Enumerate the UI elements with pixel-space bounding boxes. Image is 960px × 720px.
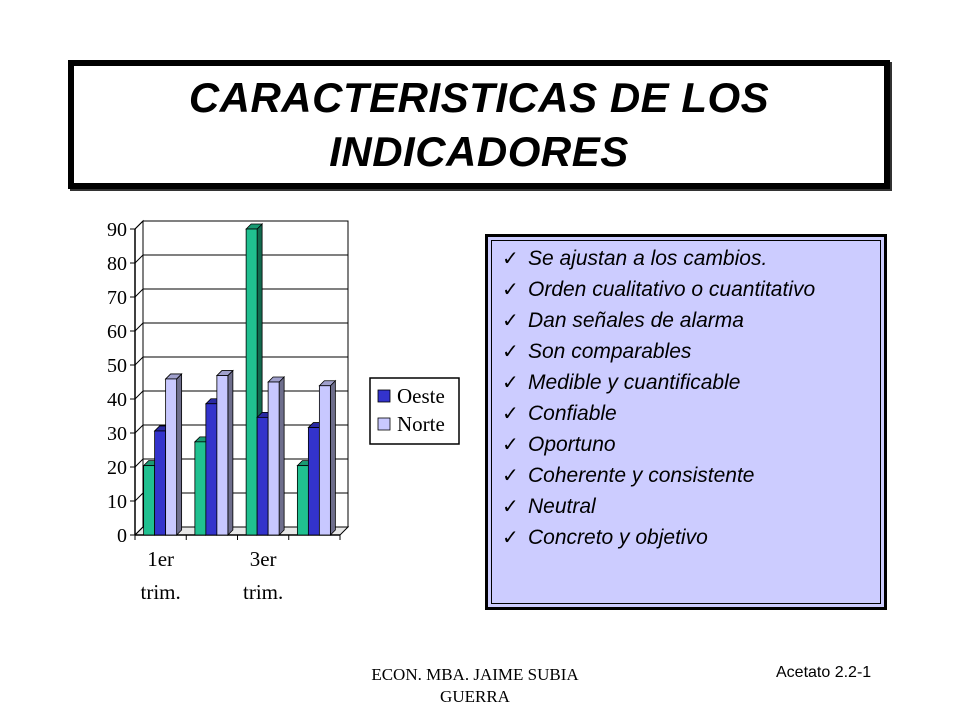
checkmark-icon: ✓: [502, 496, 519, 518]
checkmark-icon: ✓: [502, 310, 519, 332]
feature-item: ✓ Oportuno: [502, 433, 880, 457]
title-line-1: CARACTERISTICAS DE LOS: [188, 73, 770, 121]
legend-label: Norte: [397, 412, 445, 436]
gridline: [134, 288, 348, 298]
gridline: [134, 254, 348, 264]
legend-swatch: [377, 389, 391, 403]
chart-svg: 0 10 20 30 40 50 60 70 80 90 1er trim. 3er trim. Oeste…: [107, 219, 460, 604]
legend-swatch: [377, 417, 391, 431]
features-list: ✓ Se ajustan a los cambios. ✓ Orden cualita…: [492, 241, 880, 550]
feature-item: ✓ Son comparables: [502, 340, 880, 364]
bar: [154, 430, 167, 536]
checkmark-icon: ✓: [502, 341, 519, 363]
feature-text: Medible y cuantificable: [528, 371, 741, 394]
title-line-2: INDICADORES: [329, 127, 629, 175]
bar-side: [278, 376, 285, 536]
feature-text: Son comparables: [528, 340, 692, 363]
feature-item: ✓ Confiable: [502, 402, 880, 426]
feature-text: Neutral: [528, 495, 596, 518]
gridline: [134, 322, 348, 332]
feature-text: Dan señales de alarma: [528, 309, 744, 332]
gridline: [134, 356, 348, 366]
footer-author-line-2: GUERRA: [440, 687, 510, 706]
y-tick-label: 20: [107, 457, 127, 479]
bar-side: [329, 379, 336, 536]
checkmark-icon: ✓: [502, 527, 519, 549]
bar: [256, 416, 269, 536]
feature-item: ✓ Coherente y consistente: [502, 464, 880, 488]
features-panel-inner-border: ✓ Se ajustan a los cambios. ✓ Orden cualita…: [491, 240, 881, 604]
chart-side-wall: [134, 219, 144, 537]
feature-text: Orden cualitativo o cuantitativo: [528, 278, 816, 301]
x-tick-label: 3er: [250, 547, 277, 571]
bar: [143, 465, 156, 536]
x-tick-label: trim.: [243, 580, 283, 604]
slide-title: CARACTERISTICAS DE LOS INDICADORES: [189, 71, 769, 179]
bar: [296, 465, 309, 536]
title-box: CARACTERISTICAS DE LOS INDICADORES: [68, 60, 890, 189]
y-tick-label: 70: [107, 287, 127, 309]
bar-chart: 0 10 20 30 40 50 60 70 80 90 1er trim. 3er trim. Oeste…: [90, 215, 470, 615]
feature-item: ✓ Se ajustan a los cambios.: [502, 247, 880, 271]
bar: [307, 427, 320, 536]
y-tick-label: 30: [107, 423, 127, 445]
x-tick-label: trim.: [141, 580, 181, 604]
footer-author: ECON. MBA. JAIME SUBIA GUERRA: [330, 664, 620, 708]
feature-item: ✓ Dan señales de alarma: [502, 309, 880, 333]
checkmark-icon: ✓: [502, 248, 519, 270]
legend-box: [369, 377, 460, 445]
feature-text: Coherente y consistente: [528, 464, 755, 487]
footer-slide-code: Acetato 2.2-1: [776, 664, 872, 681]
bar: [318, 385, 331, 536]
feature-text: Oportuno: [528, 433, 616, 456]
features-panel: ✓ Se ajustan a los cambios. ✓ Orden cualita…: [485, 234, 887, 610]
feature-item: ✓ Medible y cuantificable: [502, 371, 880, 395]
y-tick-label: 90: [107, 219, 127, 241]
bar: [216, 375, 229, 536]
feature-item: ✓ Neutral: [502, 495, 880, 519]
feature-text: Confiable: [528, 402, 617, 425]
footer-author-line-1: ECON. MBA. JAIME SUBIA: [371, 665, 579, 684]
y-tick-label: 10: [107, 491, 127, 513]
feature-item: ✓ Concreto y objetivo: [502, 526, 880, 550]
y-tick-label: 80: [107, 253, 127, 275]
checkmark-icon: ✓: [502, 403, 519, 425]
gridline: [134, 220, 348, 230]
y-tick-label: 0: [117, 525, 127, 547]
bar: [267, 381, 280, 536]
feature-text: Se ajustan a los cambios.: [528, 247, 768, 270]
y-tick-label: 50: [107, 355, 127, 377]
y-tick-label: 60: [107, 321, 127, 343]
bar: [165, 378, 178, 536]
checkmark-icon: ✓: [502, 434, 519, 456]
x-tick-label: 1er: [147, 547, 174, 571]
bar: [194, 441, 207, 536]
bar-side: [176, 372, 183, 536]
feature-item: ✓ Orden cualitativo o cuantitativo: [502, 278, 880, 302]
checkmark-icon: ✓: [502, 372, 519, 394]
legend-label: Oeste: [397, 384, 445, 408]
checkmark-icon: ✓: [502, 465, 519, 487]
bar: [205, 403, 218, 536]
bar: [245, 228, 258, 536]
y-tick-label: 40: [107, 389, 127, 411]
feature-text: Concreto y objetivo: [528, 526, 708, 549]
bar-side: [227, 369, 234, 536]
checkmark-icon: ✓: [502, 279, 519, 301]
